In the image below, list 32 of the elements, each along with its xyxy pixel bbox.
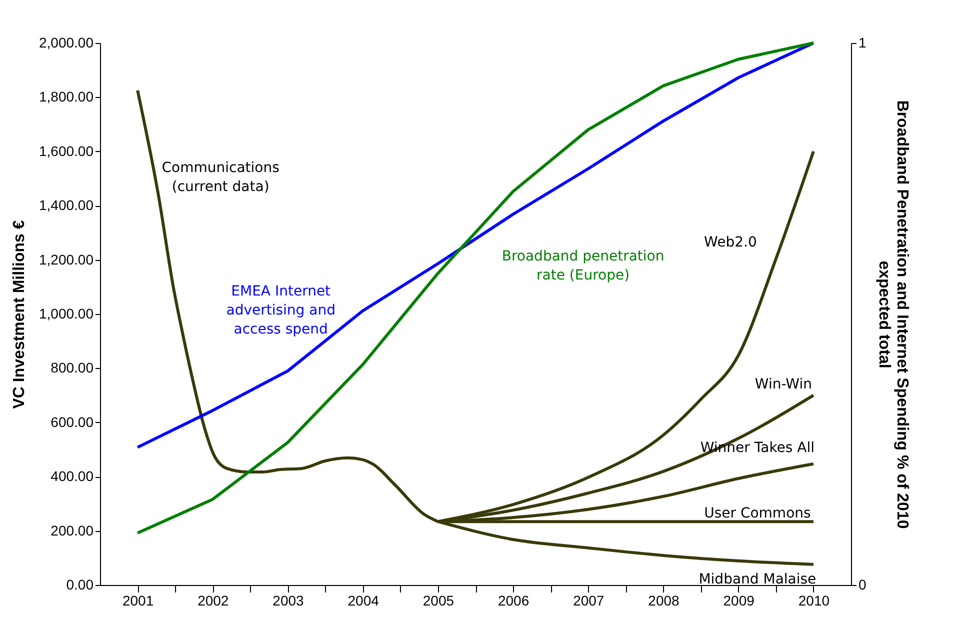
x-tick-label: 2003 <box>272 592 304 608</box>
x-tick-label: 2010 <box>798 592 830 608</box>
y-tick-label: 1,400.00 <box>39 197 94 214</box>
y-tick-label: 800.00 <box>50 360 94 376</box>
x-tick-label: 2007 <box>573 592 604 608</box>
x-tick-label: 2001 <box>122 592 154 608</box>
series-label: User Commons <box>704 506 811 522</box>
y-tick-label: 1,600.00 <box>39 142 94 159</box>
y2-tick-label: 0 <box>858 576 866 592</box>
series-label: Web2.0 <box>704 234 757 250</box>
y-axis-title: VC Investment Millions € <box>11 220 28 409</box>
y-tick-label: 200.00 <box>50 522 94 538</box>
y-tick-label: 2,000.00 <box>39 34 94 50</box>
y2-tick-label: 1 <box>858 34 866 50</box>
series-label: Communications (current data) <box>162 160 280 196</box>
x-tick-label: 2005 <box>422 592 454 608</box>
text: Broadband penetration rate (Europe) <box>502 248 664 284</box>
x-tick-label: 2004 <box>348 592 380 608</box>
x-tick-label: 2009 <box>723 592 755 608</box>
y-tick-label: 400.00 <box>50 468 94 484</box>
y-tick-label: 1,000.00 <box>39 306 94 322</box>
y2-axis-title: Broadband Penetration and Internet Spending % of 2010 expected total <box>875 100 910 529</box>
y-tick-label: 0.00 <box>66 576 94 592</box>
x-tick-label: 2002 <box>198 592 229 608</box>
series-label: Win-Win <box>754 376 812 392</box>
series-label: Midband Malaise <box>698 571 816 588</box>
x-tick-label: 2008 <box>648 592 680 608</box>
y-tick-label: 1,800.00 <box>39 88 94 105</box>
series-label: EMEA Internet advertising and access spend <box>226 284 336 338</box>
y-tick-label: 1,200.00 <box>39 251 94 268</box>
y-tick-label: 600.00 <box>50 414 94 430</box>
x-tick-label: 2006 <box>498 592 530 608</box>
